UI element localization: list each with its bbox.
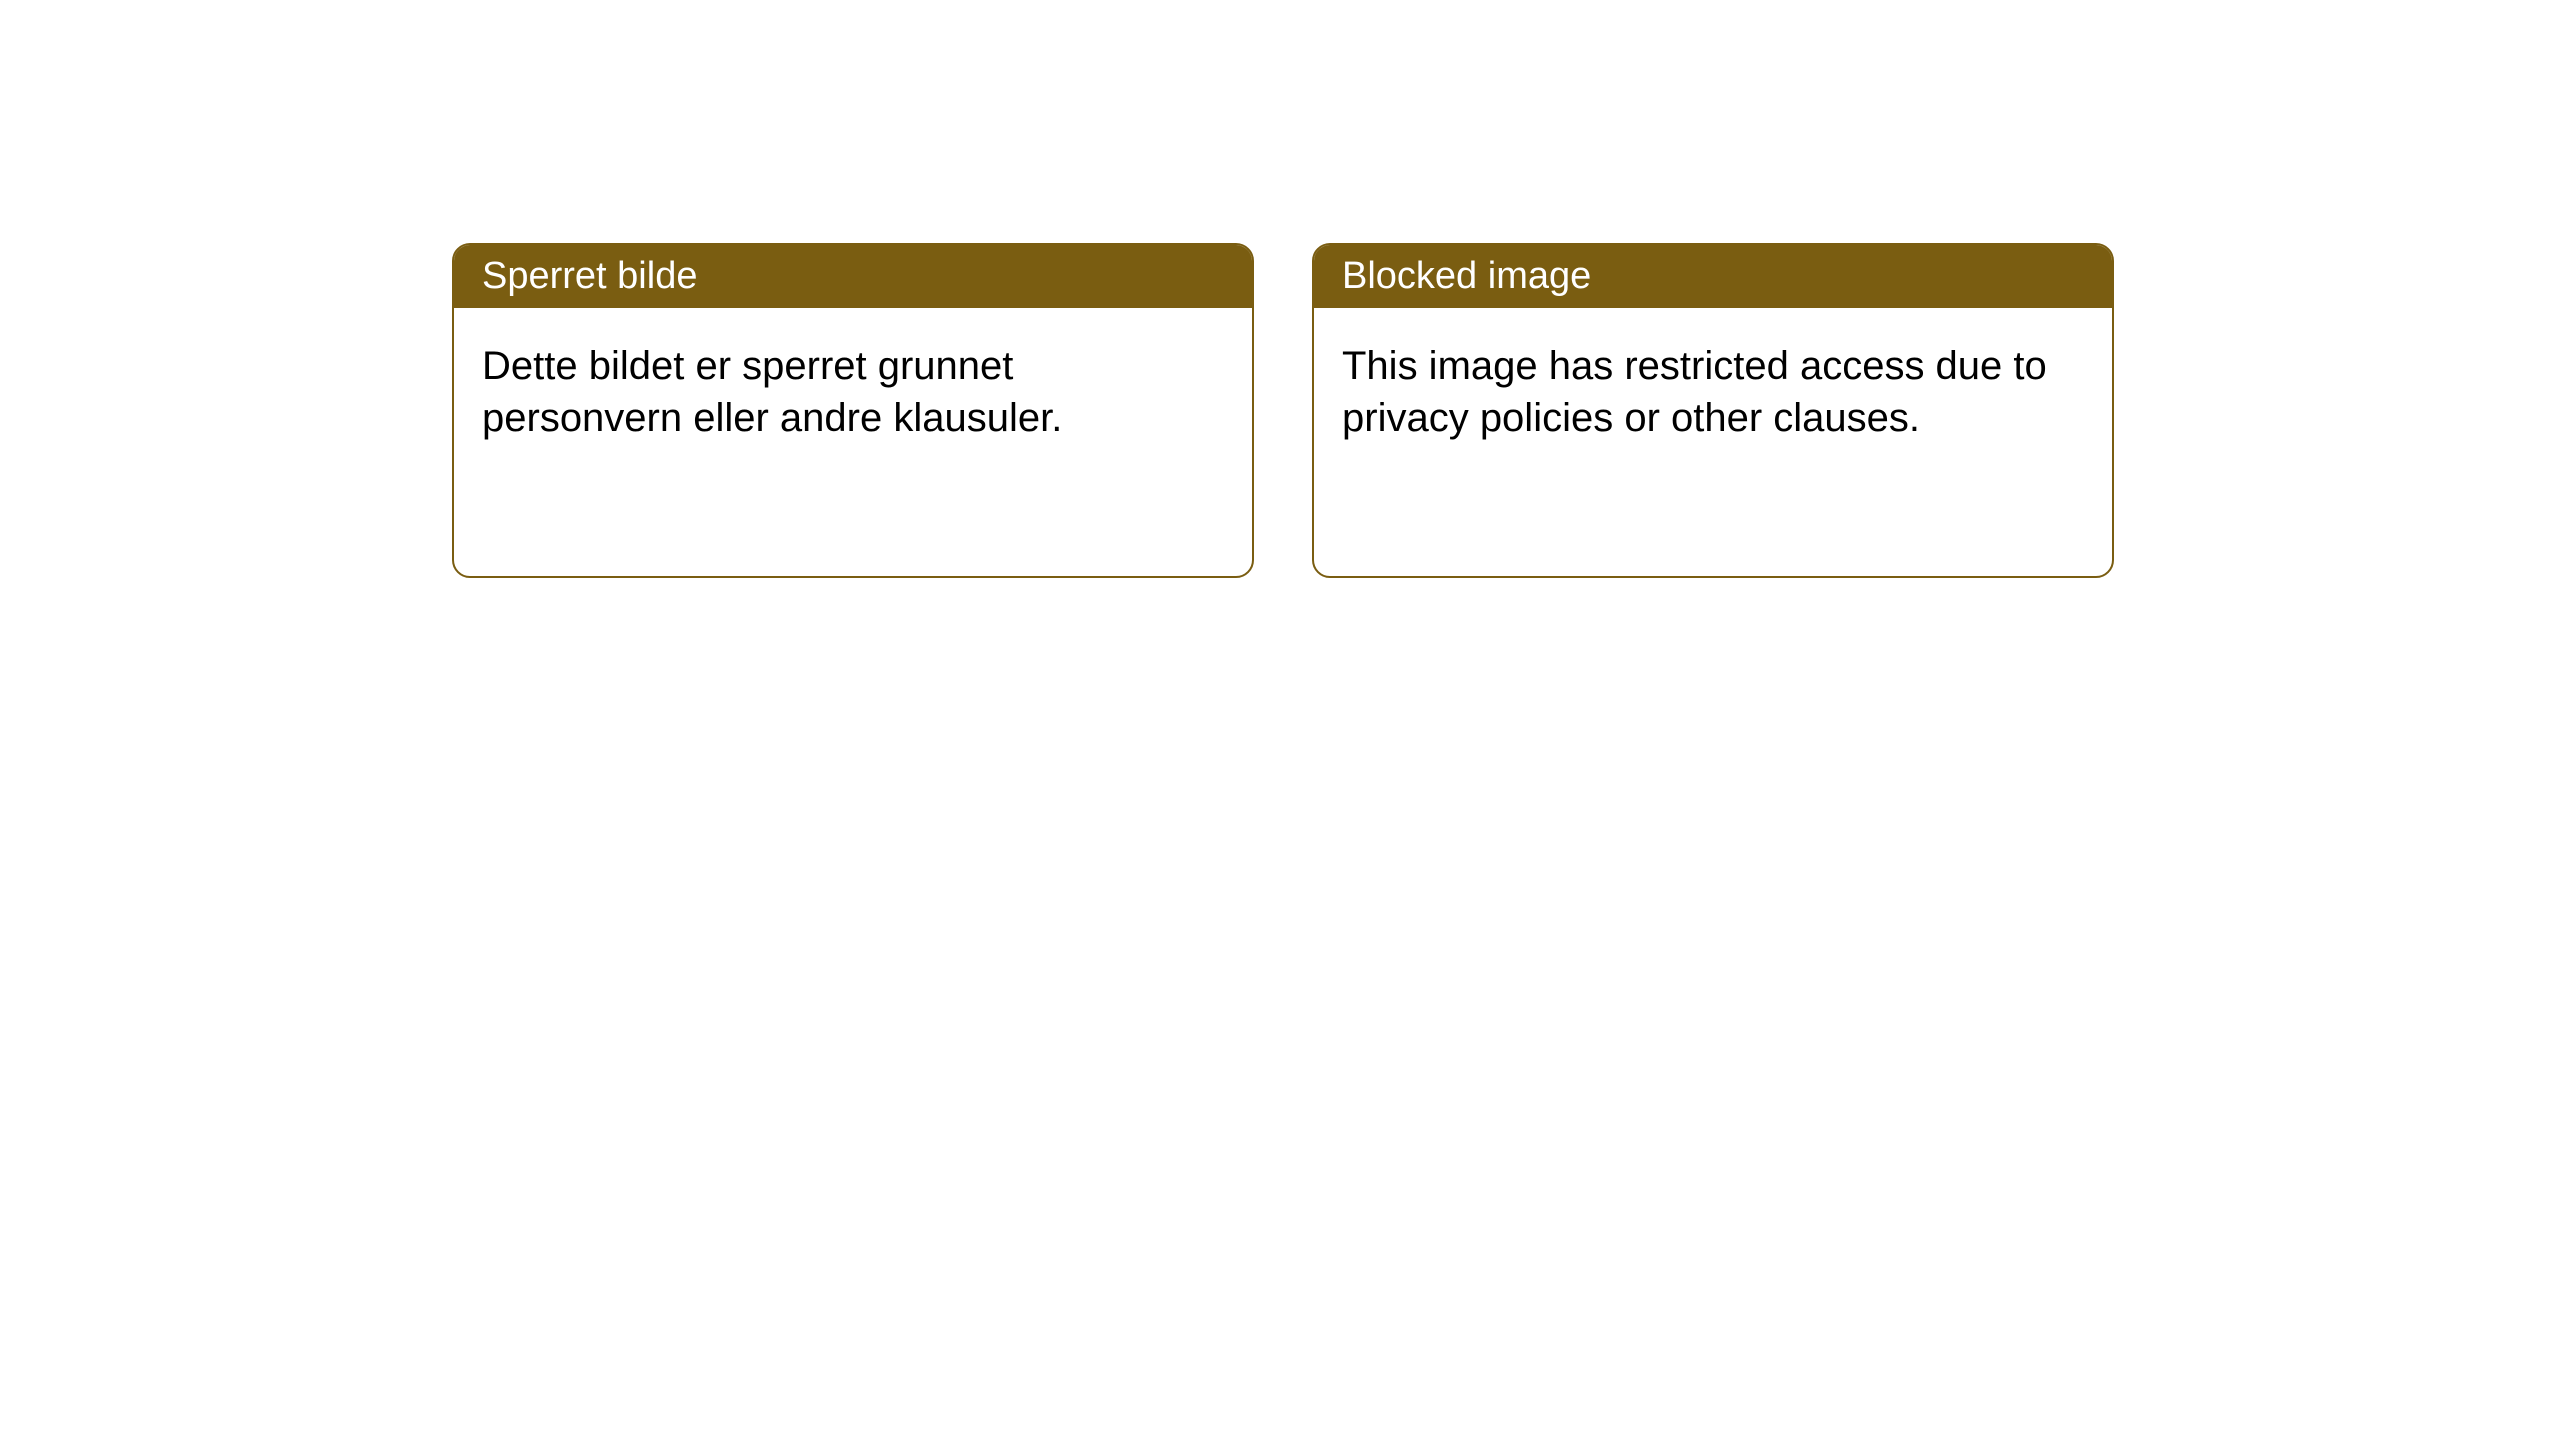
notice-title: Blocked image [1314,245,2112,308]
notice-container: Sperret bilde Dette bildet er sperret gr… [0,0,2560,578]
notice-box-norwegian: Sperret bilde Dette bildet er sperret gr… [452,243,1254,578]
notice-message: This image has restricted access due to … [1314,308,2112,476]
notice-box-english: Blocked image This image has restricted … [1312,243,2114,578]
notice-title: Sperret bilde [454,245,1252,308]
notice-message: Dette bildet er sperret grunnet personve… [454,308,1252,476]
